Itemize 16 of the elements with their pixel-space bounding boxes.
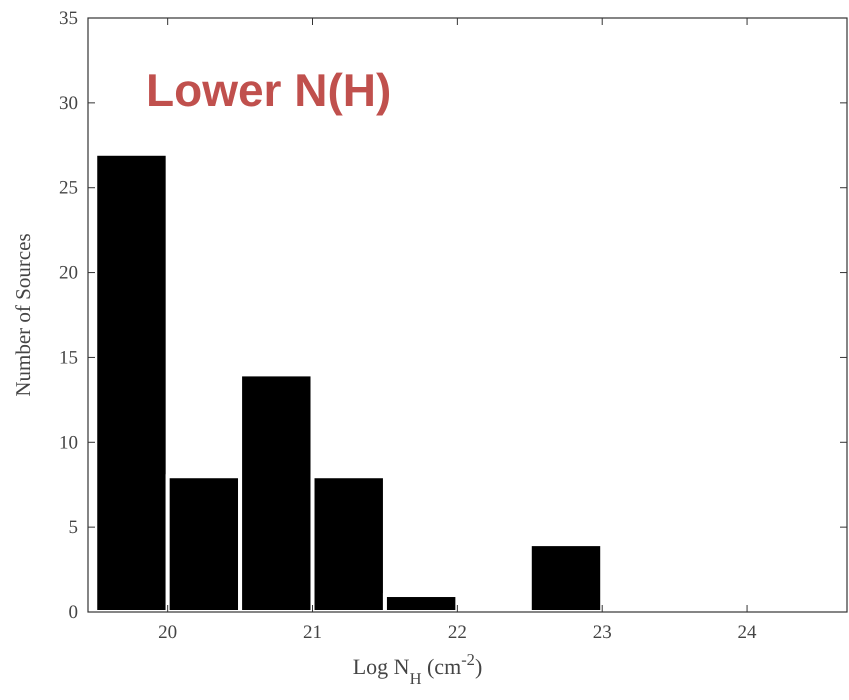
x-tick-label: 21 xyxy=(303,622,322,643)
annotation: Lower N(H) xyxy=(146,64,392,116)
y-tick-label: 5 xyxy=(68,517,78,538)
y-tick-label: 30 xyxy=(59,92,78,114)
y-tick-label: 35 xyxy=(59,8,78,29)
x-tick-label: 24 xyxy=(738,622,758,643)
x-axis-title: Log N$_{H}$ (cm$^{-2}$) xyxy=(352,650,482,688)
y-tick-label: 15 xyxy=(59,347,78,368)
y-tick-label: 10 xyxy=(59,432,78,454)
y-tick-label: 25 xyxy=(59,178,78,199)
x-tick-label: 23 xyxy=(592,622,612,643)
y-tick-label: 20 xyxy=(59,262,78,284)
x-tick-label: 22 xyxy=(448,622,467,643)
x-tick-label: 20 xyxy=(158,622,178,643)
y-tick-label: 0 xyxy=(68,602,78,623)
y-axis-title: Number of Sources xyxy=(11,233,35,397)
